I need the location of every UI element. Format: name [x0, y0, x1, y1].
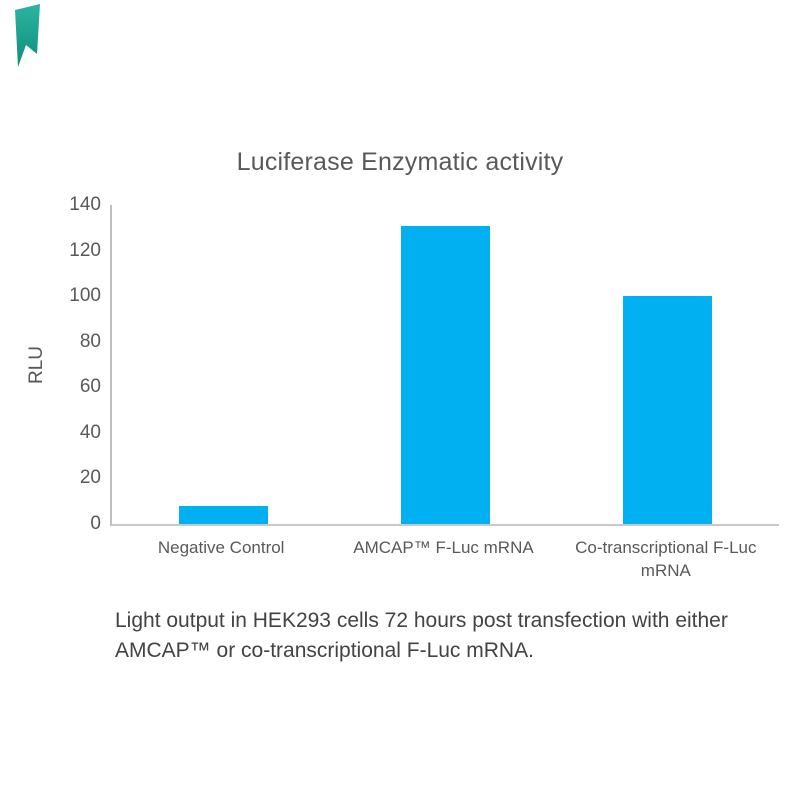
bar-1 [178, 505, 268, 524]
y-tick-label: 60 [79, 376, 101, 398]
chart-title: Luciferase Enzymatic activity [236, 148, 564, 176]
teal-corner-brand-mark [15, 4, 40, 67]
bar-3 [623, 296, 713, 524]
y-tick-label: 120 [69, 239, 101, 261]
plot-area [110, 205, 779, 526]
y-tick-label: 40 [79, 421, 101, 443]
y-axis-tick-labels: 140 120 100 80 60 40 20 0 [0, 194, 101, 534]
y-tick-label: 140 [69, 194, 101, 215]
figure-caption-line-2: AMCAP™ or co-transcriptional F-Luc mRNA. [115, 639, 534, 662]
y-tick-label: 0 [90, 513, 101, 534]
x-category-label-2: AMCAP™ F-Luc mRNA [353, 538, 534, 557]
y-tick-label: 100 [69, 285, 101, 307]
figure-caption-line-1: Light output in HEK293 cells 72 hours po… [115, 609, 728, 632]
y-tick-label: 80 [79, 330, 101, 352]
x-axis-category-labels: Negative Control AMCAP™ F-Luc mRNA Co-tran… [110, 536, 777, 582]
bar-2 [401, 225, 490, 524]
y-tick-label: 20 [79, 467, 101, 489]
x-category-label-1: Negative Control [157, 538, 285, 557]
x-category-label-3: Co-transcriptional F-Luc mRNA [575, 538, 757, 580]
figure-caption: Light output in HEK293 cells 72 hours po… [115, 606, 795, 666]
